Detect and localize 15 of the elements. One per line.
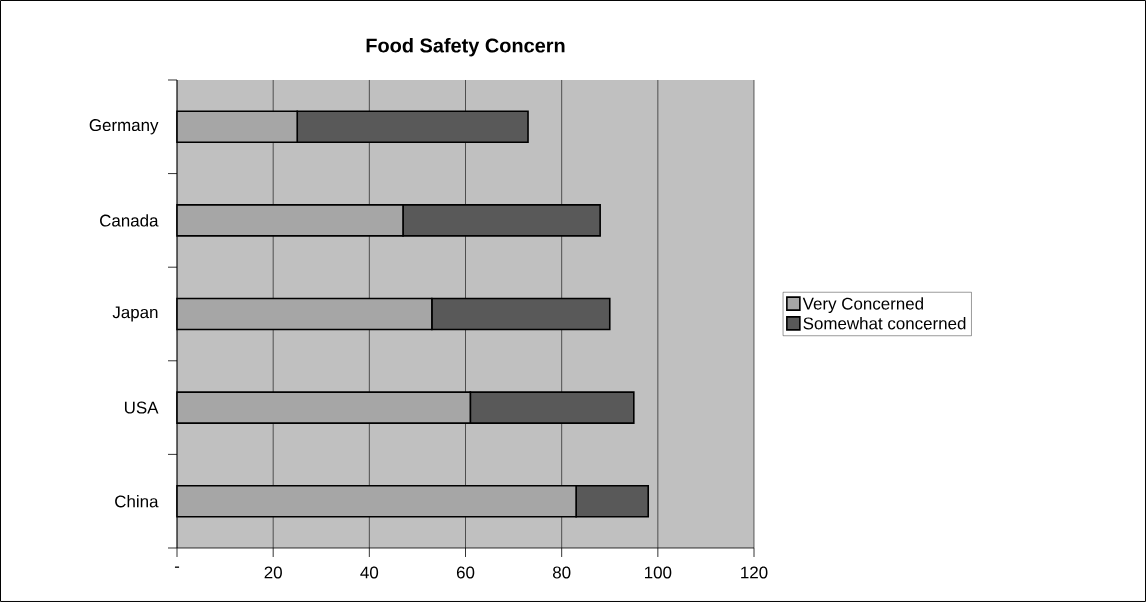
y-tick-label: Germany bbox=[89, 119, 159, 135]
y-tick-label: USA bbox=[124, 401, 159, 414]
x-tick-label: 100 bbox=[645, 566, 672, 579]
y-tick-label: China bbox=[115, 494, 159, 508]
x-tick-label: 20 bbox=[264, 566, 282, 579]
x-tick-label: 40 bbox=[360, 566, 379, 579]
legend-label: Somewhat concerned bbox=[803, 316, 966, 330]
x-tick-label: - bbox=[174, 566, 180, 568]
chart-title: Food Safety Concern bbox=[366, 37, 565, 57]
x-tick-label: 120 bbox=[741, 566, 768, 579]
y-tick-label: Canada bbox=[100, 214, 159, 227]
x-tick-label: 60 bbox=[456, 566, 475, 579]
y-tick-label: Japan bbox=[112, 306, 158, 322]
x-tick-label: 80 bbox=[552, 566, 571, 579]
legend-label: Very Concerned bbox=[802, 297, 923, 314]
